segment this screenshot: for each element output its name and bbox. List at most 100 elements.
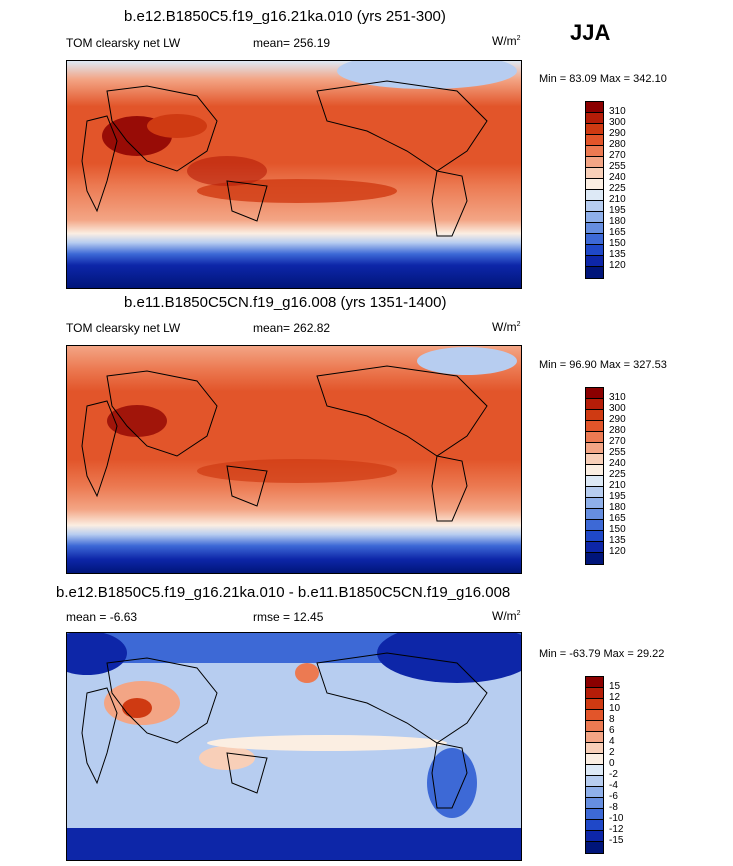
colorbar-swatch [586,476,603,487]
colorbar-tick-label: 240 [609,458,626,469]
colorbar-tick-label: 150 [609,524,626,535]
colorbar-swatch [586,710,603,721]
colorbar-tick-label: 300 [609,117,626,128]
season-label: JJA [570,20,611,45]
colorbar-swatch [586,454,603,465]
colorbar-tick-label: -2 [609,769,618,780]
panel2-units: W/m2 [492,320,521,334]
colorbar-tick-label: 255 [609,447,626,458]
panel3-mean-label: mean = -6.63 [66,610,138,624]
colorbar-swatch [586,201,603,212]
colorbar-tick-label: 210 [609,480,626,491]
panel1-colorbar [585,101,604,279]
panel1-mean-label: mean= 256.19 [253,36,331,50]
colorbar-tick-label: 270 [609,150,626,161]
colorbar-tick-label: 0 [609,758,615,769]
colorbar-swatch [586,776,603,787]
panel2-colorbar [585,387,604,565]
colorbar-tick-label: -10 [609,813,624,824]
colorbar-tick-label: -8 [609,802,618,813]
panel3-minmax: Min = -63.79 Max = 29.22 [539,648,665,660]
colorbar-swatch [586,135,603,146]
panel1-variable-label: TOM clearsky net LW [66,36,181,50]
colorbar-tick-label: 165 [609,513,626,524]
colorbar-swatch [586,531,603,542]
colorbar-swatch [586,443,603,454]
colorbar-swatch [586,432,603,443]
colorbar-tick-label: 210 [609,194,626,205]
colorbar-swatch [586,732,603,743]
colorbar-swatch [586,743,603,754]
colorbar-tick-label: 255 [609,161,626,172]
panel1-map [66,60,522,289]
colorbar-tick-label: -12 [609,824,624,835]
colorbar-tick-label: 180 [609,216,626,227]
colorbar-swatch [586,234,603,245]
colorbar-swatch [586,410,603,421]
colorbar-swatch [586,212,603,223]
colorbar-tick-label: 12 [609,692,621,703]
colorbar-swatch [586,168,603,179]
colorbar-tick-label: 180 [609,502,626,513]
colorbar-tick-label: 290 [609,414,626,425]
colorbar-tick-label: 195 [609,205,626,216]
colorbar-tick-label: 300 [609,403,626,414]
panel2-variable-label: TOM clearsky net LW [66,321,181,335]
colorbar-swatch [586,520,603,531]
colorbar-tick-label: 280 [609,139,626,150]
colorbar-swatch [586,831,603,842]
colorbar-swatch [586,688,603,699]
panel3-title: b.e12.B1850C5.f19_g16.21ka.010 - b.e11.B… [56,584,511,601]
panel2-minmax: Min = 96.90 Max = 327.53 [539,359,667,371]
panel1-title: b.e12.B1850C5.f19_g16.21ka.010 (yrs 251-… [124,8,446,25]
colorbar-tick-label: 15 [609,681,621,692]
panel3-colorbar [585,676,604,854]
colorbar-swatch [586,465,603,476]
colorbar-swatch [586,509,603,520]
colorbar-swatch [586,223,603,234]
colorbar-tick-label: 4 [609,736,615,747]
colorbar-tick-label: 195 [609,491,626,502]
panel2-mean-label: mean= 262.82 [253,321,331,335]
colorbar-tick-label: 280 [609,425,626,436]
colorbar-tick-label: -15 [609,835,624,846]
colorbar-swatch [586,388,603,399]
panel1-units: W/m2 [492,34,521,48]
colorbar-swatch [586,787,603,798]
colorbar-swatch [586,102,603,113]
colorbar-tick-label: 2 [609,747,615,758]
colorbar-tick-label: 8 [609,714,615,725]
colorbar-swatch [586,699,603,710]
colorbar-tick-label: 290 [609,128,626,139]
colorbar-swatch [586,820,603,831]
colorbar-swatch [586,498,603,509]
colorbar-tick-label: 135 [609,535,626,546]
colorbar-swatch [586,842,603,853]
panel3-map [66,632,522,861]
colorbar-swatch [586,487,603,498]
colorbar-tick-label: 150 [609,238,626,249]
colorbar-swatch [586,798,603,809]
colorbar-swatch [586,421,603,432]
panel1-minmax: Min = 83.09 Max = 342.10 [539,73,667,85]
panel2-map [66,345,522,574]
colorbar-swatch [586,677,603,688]
colorbar-tick-label: -6 [609,791,618,802]
colorbar-swatch [586,179,603,190]
panel2-title: b.e11.B1850C5CN.f19_g16.008 (yrs 1351-14… [124,294,447,311]
colorbar-tick-label: 310 [609,392,626,403]
colorbar-tick-label: 225 [609,469,626,480]
colorbar-tick-label: 135 [609,249,626,260]
colorbar-tick-label: 165 [609,227,626,238]
colorbar-swatch [586,399,603,410]
panel3-units: W/m2 [492,609,521,623]
colorbar-swatch [586,113,603,124]
colorbar-swatch [586,190,603,201]
colorbar-swatch [586,754,603,765]
colorbar-tick-label: 6 [609,725,615,736]
colorbar-swatch [586,157,603,168]
colorbar-swatch [586,765,603,776]
panel3-rmse-label: rmse = 12.45 [253,610,324,624]
colorbar-tick-label: 225 [609,183,626,194]
colorbar-tick-label: 120 [609,546,626,557]
